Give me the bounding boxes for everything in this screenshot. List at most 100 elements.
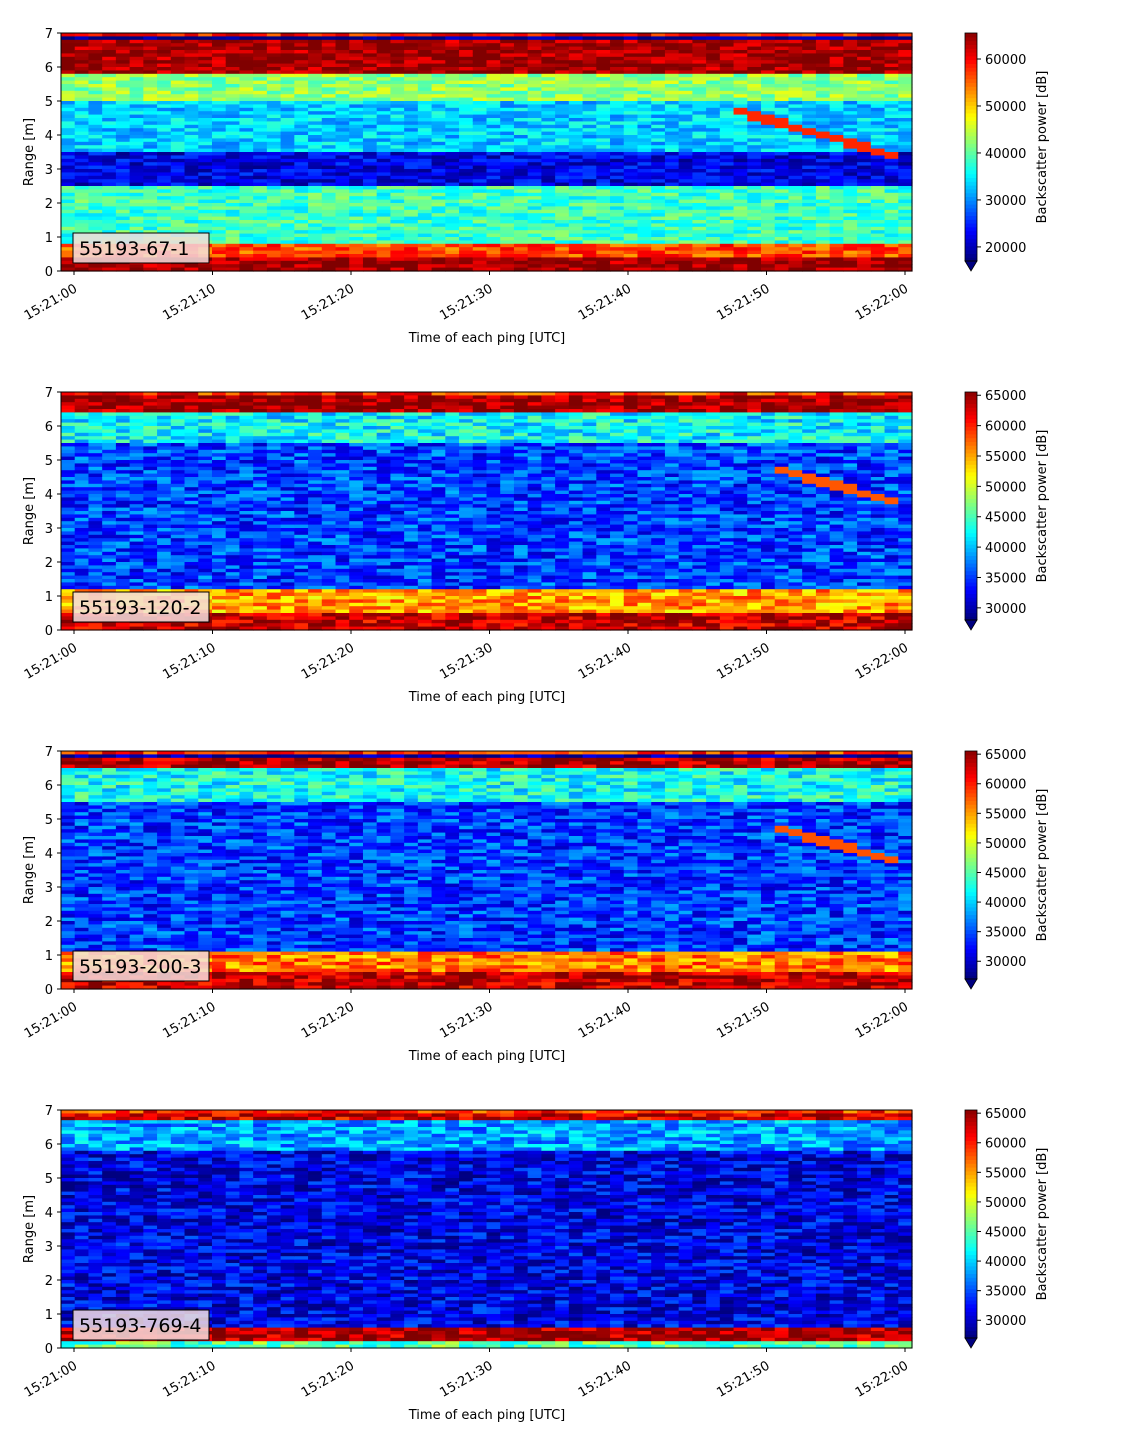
heatmap-cell (239, 179, 253, 183)
heatmap-cell (253, 162, 267, 166)
heatmap-cell (541, 213, 555, 217)
heatmap-cell (487, 172, 501, 176)
heatmap-cell (816, 155, 830, 159)
heatmap-cell (239, 145, 253, 149)
colorbar-segment (965, 155, 977, 159)
heatmap-cell (871, 206, 885, 210)
heatmap-cell (377, 162, 391, 166)
heatmap-cell (734, 261, 748, 265)
heatmap-cell (281, 223, 295, 227)
heatmap-cell (775, 179, 789, 183)
heatmap-cell (720, 138, 734, 142)
heatmap-cell (363, 189, 377, 193)
heatmap-cell (487, 138, 501, 142)
heatmap-cell (445, 179, 459, 183)
heatmap-cell (294, 172, 308, 176)
heatmap-cell (239, 213, 253, 217)
heatmap-cell (857, 240, 871, 244)
heatmap-cell (267, 240, 281, 244)
heatmap-cell (871, 189, 885, 193)
heatmap-cell (88, 399, 102, 403)
colorbar-segment (965, 82, 977, 86)
heatmap-cell (349, 206, 363, 210)
heatmap-cell (171, 196, 185, 200)
heatmap-cell (349, 230, 363, 234)
heatmap-cell (267, 145, 281, 149)
heatmap-cell (432, 223, 446, 227)
colorbar-label: Backscatter power [dB] (1035, 71, 1050, 224)
colorbar-segment (965, 136, 977, 140)
heatmap-cell (651, 213, 665, 217)
heatmap-cell (596, 213, 610, 217)
heatmap-cell (679, 128, 693, 132)
heatmap-cell (555, 213, 569, 217)
heatmap-cell (775, 172, 789, 176)
heatmap-cell (322, 247, 336, 251)
heatmap-cell (843, 240, 857, 244)
heatmap-cell (294, 196, 308, 200)
heatmap-cell (336, 247, 350, 251)
heatmap-cell (418, 189, 432, 193)
heatmap-cell (88, 223, 102, 227)
colorbar-segment (965, 162, 977, 166)
heatmap-cell (143, 467, 157, 471)
heatmap-cell (445, 240, 459, 244)
heatmap-cell (377, 172, 391, 176)
heatmap-cell (514, 189, 528, 193)
heatmap-cell (665, 179, 679, 183)
colorbar-segment (965, 170, 977, 174)
heatmap-cell (775, 240, 789, 244)
heatmap-cell (637, 145, 651, 149)
heatmap-cell (294, 240, 308, 244)
heatmap-cell (692, 213, 706, 217)
heatmap-cell (322, 240, 336, 244)
heatmap-cell (830, 155, 844, 159)
heatmap-cell (830, 247, 844, 251)
heatmap-cell (624, 189, 638, 193)
heatmap-cell (267, 223, 281, 227)
heatmap-cell (308, 162, 322, 166)
heatmap-cell (267, 138, 281, 142)
heatmap-cell (610, 230, 624, 234)
heatmap-cell (157, 223, 171, 227)
heatmap-cell (75, 467, 89, 471)
heatmap-cell (61, 467, 75, 471)
heatmap-cell (583, 189, 597, 193)
heatmap-cell (500, 155, 514, 159)
heatmap-cell (61, 128, 75, 132)
heatmap-cell (75, 501, 89, 505)
heatmap-cell (610, 196, 624, 200)
heatmap-cell (473, 138, 487, 142)
heatmap-cell (363, 223, 377, 227)
colorbar-tick-label: 20000 (985, 241, 1026, 256)
heatmap-cell (253, 247, 267, 251)
heatmap-cell (432, 155, 446, 159)
heatmap-cell (898, 179, 912, 183)
heatmap-cell (624, 261, 638, 265)
heatmap-cell (569, 230, 583, 234)
heatmap-cell (734, 138, 748, 142)
colorbar-segment (965, 71, 977, 75)
heatmap-cell (569, 138, 583, 142)
heatmap-cell (514, 162, 528, 166)
heatmap-cell (239, 247, 253, 251)
heatmap-cell (143, 206, 157, 210)
heatmap-cell (665, 128, 679, 132)
heatmap-cell (418, 155, 432, 159)
heatmap-cell (61, 145, 75, 149)
heatmap-cell (857, 189, 871, 193)
heatmap-cell (761, 206, 775, 210)
heatmap-cell (843, 155, 857, 159)
heatmap-cell (212, 155, 226, 159)
heatmap-cell (761, 162, 775, 166)
heatmap-cell (679, 138, 693, 142)
heatmap-cell (377, 261, 391, 265)
heatmap-cell (569, 223, 583, 227)
heatmap-cell (322, 172, 336, 176)
heatmap-cell (624, 213, 638, 217)
heatmap-cell (720, 155, 734, 159)
heatmap-cell (679, 230, 693, 234)
heatmap-cell (788, 213, 802, 217)
heatmap-cell (885, 213, 899, 217)
